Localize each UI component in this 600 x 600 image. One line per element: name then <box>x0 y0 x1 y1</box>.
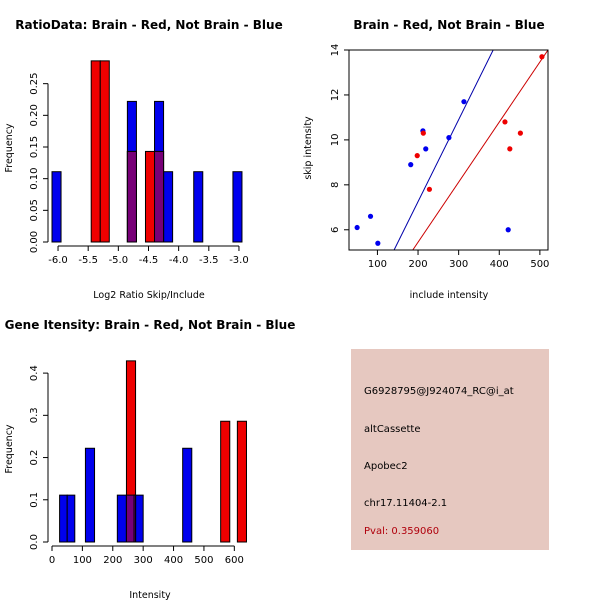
intensity-bar-not-brain-3 <box>116 494 127 543</box>
ratio-bar-not-brain-4 <box>193 171 204 243</box>
intensity-histogram: Gene Itensity: Brain - Red, Not Brain - … <box>4 318 295 600</box>
intensity-x-tick-label-3: 300 <box>134 555 153 566</box>
intensity-xlabel: Intensity <box>129 590 171 600</box>
intensity-bar-not-brain-0 <box>59 494 68 543</box>
scatter-xlabel: include intensity <box>410 290 489 301</box>
scatter-y-tick-label-3: 12 <box>330 89 341 102</box>
intensity-bar-not-brain-1 <box>66 494 76 543</box>
scatter-x-tick-label-4: 500 <box>530 259 549 270</box>
scatter-point-not-brain-2 <box>375 240 381 246</box>
ratio-overlap-1 <box>154 150 165 243</box>
scatter-point-brain-3 <box>502 119 508 125</box>
intensity-y-tick-label-3: 0.3 <box>29 407 40 423</box>
ratio-histogram: RatioData: Brain - Red, Not Brain - Blue… <box>4 18 283 301</box>
intensity-x-tick-label-5: 500 <box>194 555 213 566</box>
intensity-overlap-1 <box>133 494 137 543</box>
scatter-x-tick-label-3: 400 <box>490 259 509 270</box>
scatter-point-not-brain-6 <box>446 135 452 141</box>
ratio-y-tick-label-1: 0.05 <box>29 199 40 221</box>
scatter-x-tick-label-1: 200 <box>408 259 427 270</box>
intensity-y-tick-label-1: 0.1 <box>29 492 40 508</box>
scatter-point-not-brain-3 <box>408 162 414 168</box>
ratio-x-tick-label-2: -5.0 <box>109 255 129 266</box>
intensity-y-tick-label-4: 0.4 <box>29 365 40 381</box>
ratio-x-tick-label-4: -4.0 <box>169 255 189 266</box>
scatter-point-not-brain-5 <box>423 146 429 152</box>
ratio-bar-brain-1 <box>99 60 110 243</box>
intensity-title: Gene Itensity: Brain - Red, Not Brain - … <box>5 318 296 332</box>
scatter-title: Brain - Red, Not Brain - Blue <box>353 18 544 32</box>
ratio-y-tick-label-2: 0.10 <box>29 168 40 190</box>
scatter-x-tick-label-0: 100 <box>368 259 387 270</box>
intensity-x-tick-label-0: 0 <box>49 555 55 566</box>
p-value: Pval: 0.359060 <box>364 526 440 537</box>
intensity-bar-brain-1 <box>220 420 231 543</box>
scatter-point-brain-0 <box>414 153 420 159</box>
scatter-point-brain-6 <box>539 54 545 60</box>
scatter-point-not-brain-0 <box>354 224 360 231</box>
scatter-point-brain-4 <box>507 146 513 152</box>
intensity-x-tick-label-2: 200 <box>103 555 122 566</box>
ratio-bar-brain-3 <box>144 150 156 243</box>
fit-line-0 <box>393 50 494 250</box>
intensity-y-tick-label-2: 0.2 <box>29 450 40 466</box>
ratio-y-tick-label-0: 0.00 <box>29 231 40 253</box>
ratio-y-tick-label-4: 0.20 <box>29 104 40 126</box>
scatter-point-not-brain-7 <box>461 99 467 105</box>
ratio-y-tick-label-3: 0.15 <box>29 136 40 158</box>
scatter-y-tick-label-1: 8 <box>330 182 341 188</box>
ratio-x-tick-label-3: -4.5 <box>139 255 159 266</box>
scatter-point-brain-2 <box>426 186 433 192</box>
scatter-point-not-brain-1 <box>367 213 374 219</box>
scatter-point-brain-5 <box>517 130 523 136</box>
intensity-x-tick-label-1: 100 <box>73 555 92 566</box>
scatter-ylabel: skip intensity <box>303 116 314 180</box>
ratio-y-tick-label-5: 0.25 <box>29 73 40 95</box>
ratio-ylabel: Frequency <box>4 123 15 172</box>
scatter-y-tick-label-2: 10 <box>330 134 341 147</box>
scatter-plot-frame <box>348 49 549 251</box>
intensity-bar-not-brain-2 <box>84 447 96 543</box>
chromosome-location: chr17.11404-2.1 <box>364 498 448 509</box>
ratio-x-tick-label-0: -6.0 <box>48 255 68 266</box>
ratio-title: RatioData: Brain - Red, Not Brain - Blue <box>15 18 282 32</box>
gene-name: Apobec2 <box>364 461 408 472</box>
ratio-bar-not-brain-5 <box>232 171 243 243</box>
ratio-x-tick-label-5: -3.5 <box>199 255 219 266</box>
event-type: altCassette <box>364 424 421 435</box>
gene-info-panel: G6928795@J924074_RC@i_at altCassette Apo… <box>351 349 549 550</box>
probe-id: G6928795@J924074_RC@i_at <box>364 386 514 397</box>
scatter-x-tick-label-2: 300 <box>449 259 468 270</box>
intensity-scatter: Brain - Red, Not Brain - Blue include in… <box>303 18 549 301</box>
intensity-bar-not-brain-6 <box>182 447 193 543</box>
intensity-ylabel: Frequency <box>4 424 15 473</box>
ratio-x-tick-label-6: -3.0 <box>229 255 249 266</box>
ratio-xlabel: Log2 Ratio Skip/Include <box>93 290 205 301</box>
intensity-x-tick-label-6: 600 <box>225 555 244 566</box>
scatter-point-brain-1 <box>420 130 426 136</box>
fit-line-1 <box>412 50 548 250</box>
ratio-overlap-0 <box>126 150 137 243</box>
intensity-y-tick-label-0: 0.0 <box>29 534 40 550</box>
scatter-y-tick-label-0: 6 <box>330 227 341 233</box>
scatter-y-tick-label-4: 14 <box>330 44 341 57</box>
ratio-bar-brain-0 <box>90 60 101 243</box>
scatter-point-not-brain-8 <box>505 227 511 233</box>
intensity-bar-brain-2 <box>236 420 247 543</box>
ratio-x-tick-label-1: -5.5 <box>78 255 98 266</box>
ratio-bar-not-brain-0 <box>51 171 62 243</box>
intensity-x-tick-label-4: 400 <box>164 555 183 566</box>
ratio-bar-not-brain-3 <box>163 171 174 243</box>
